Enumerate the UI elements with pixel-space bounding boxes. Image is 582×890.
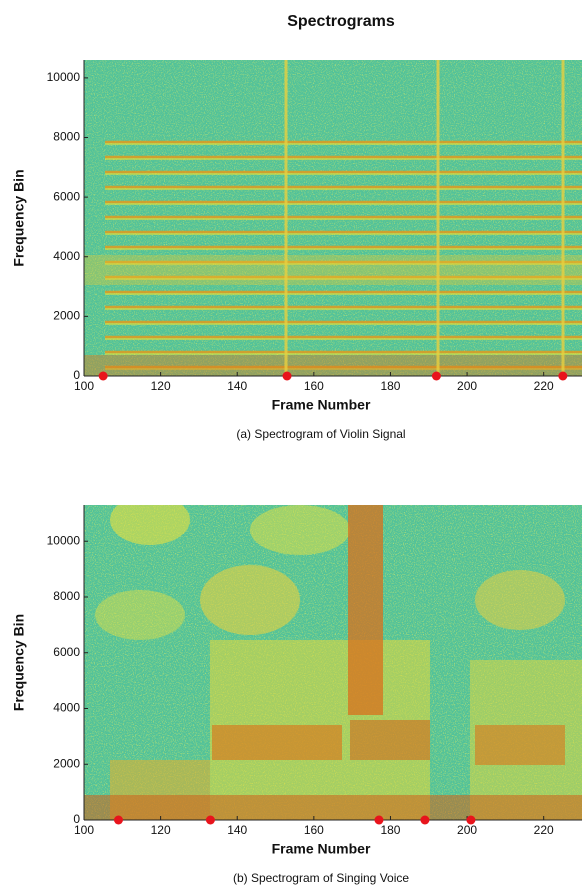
y-tick-label: 0 — [73, 368, 80, 382]
x-tick-label: 140 — [227, 823, 247, 837]
x-tick-label: 120 — [151, 823, 171, 837]
y-tick-label: 0 — [73, 812, 80, 826]
y-tick-label: 8000 — [53, 130, 80, 144]
y-tick-label: 4000 — [53, 249, 80, 263]
y-tick-label: 10000 — [47, 533, 81, 547]
onset-marker — [98, 371, 108, 381]
y-tick-label: 8000 — [53, 589, 80, 603]
onset-marker — [205, 815, 215, 825]
x-tick-label: 100 — [74, 823, 94, 837]
figure-title: Spectrograms — [287, 13, 395, 30]
y-tick-label: 2000 — [53, 309, 80, 323]
y-tick-label: 6000 — [53, 189, 80, 203]
onset-marker — [374, 815, 384, 825]
x-tick-label: 220 — [534, 823, 554, 837]
x-tick-label: 160 — [304, 823, 324, 837]
y-tick-label: 10000 — [47, 70, 81, 84]
y-tick-label: 6000 — [53, 645, 80, 659]
onset-marker — [282, 371, 292, 381]
x-tick-label: 140 — [227, 379, 247, 393]
caption: (b) Spectrogram of Singing Voice — [233, 871, 409, 885]
onset-marker — [420, 815, 430, 825]
onset-marker — [431, 371, 441, 381]
spectrogram-image — [84, 60, 582, 376]
y-tick-label: 4000 — [53, 701, 80, 715]
onset-marker — [113, 815, 123, 825]
x-axis-label: Frame Number — [272, 397, 371, 413]
y-tick-label: 2000 — [53, 756, 80, 770]
x-tick-label: 180 — [380, 379, 400, 393]
y-axis-label: Frequency Bin — [11, 169, 27, 266]
x-tick-label: 180 — [380, 823, 400, 837]
x-tick-label: 160 — [304, 379, 324, 393]
spectrogram-image — [84, 505, 582, 820]
y-axis-label: Frequency Bin — [11, 614, 27, 711]
caption: (a) Spectrogram of Violin Signal — [236, 427, 405, 441]
x-tick-label: 200 — [457, 379, 477, 393]
onset-marker — [466, 815, 476, 825]
x-tick-label: 100 — [74, 379, 94, 393]
x-axis-label: Frame Number — [272, 841, 371, 857]
onset-marker — [558, 371, 568, 381]
x-tick-label: 120 — [151, 379, 171, 393]
x-tick-label: 220 — [534, 379, 554, 393]
x-tick-label: 200 — [457, 823, 477, 837]
